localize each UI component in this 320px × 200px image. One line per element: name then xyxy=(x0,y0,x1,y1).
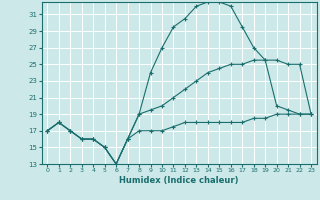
X-axis label: Humidex (Indice chaleur): Humidex (Indice chaleur) xyxy=(119,176,239,185)
